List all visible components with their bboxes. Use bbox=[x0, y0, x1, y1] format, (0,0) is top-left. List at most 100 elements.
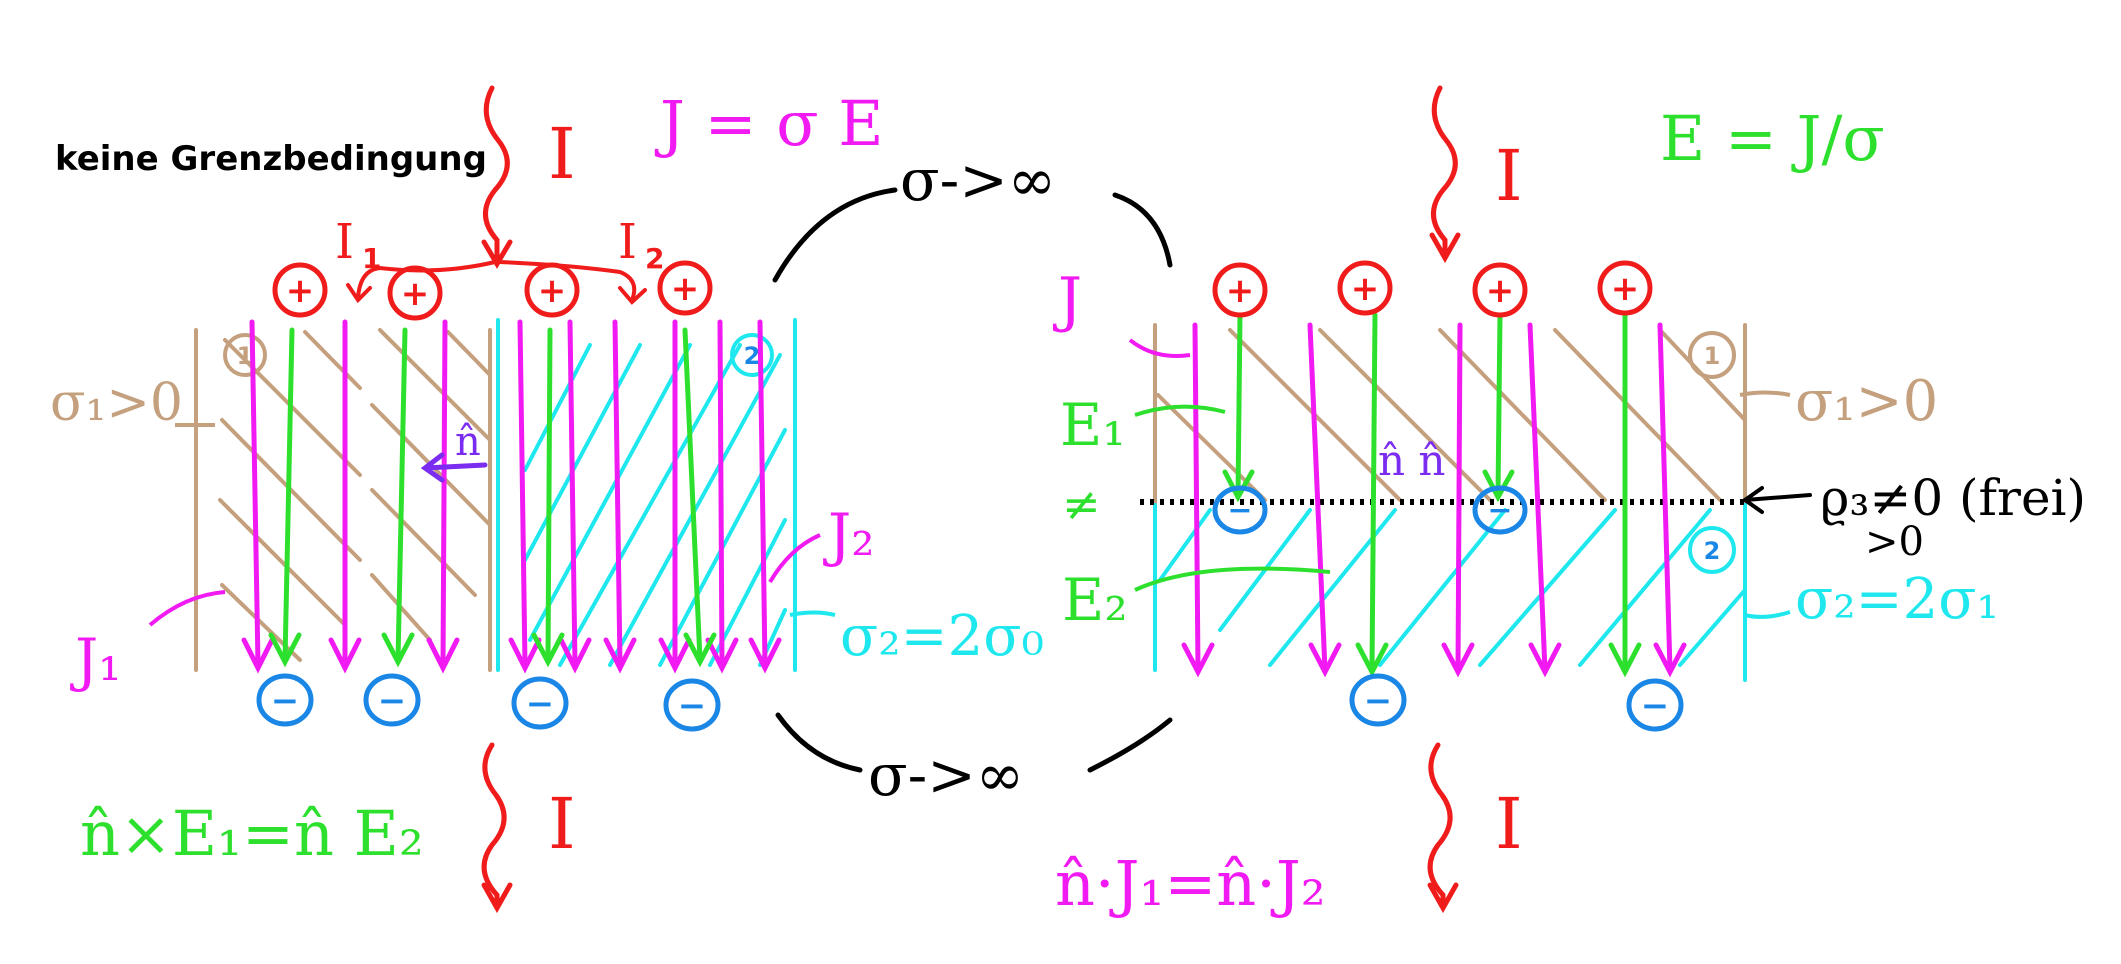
svg-text:+: + bbox=[1351, 269, 1380, 309]
svg-text:−: − bbox=[1227, 493, 1252, 528]
middle-connectors: σ->∞ σ->∞ bbox=[772, 146, 1173, 809]
svg-text:J: J bbox=[1052, 265, 1082, 335]
right-region1-marker: 1 bbox=[1688, 331, 1736, 379]
left-negative-charges: − − − − bbox=[256, 673, 721, 732]
right-sigma2-label: σ₂=2σ₁ bbox=[1795, 567, 1999, 632]
svg-text:−: − bbox=[378, 681, 407, 721]
right-negative-charges: − − bbox=[1349, 673, 1684, 732]
svg-text:I: I bbox=[548, 113, 576, 195]
right-interface-charges: − − bbox=[1212, 485, 1528, 535]
left-note: keine Grenzbedingung bbox=[55, 139, 487, 179]
svg-text:−: − bbox=[1641, 686, 1670, 726]
middle-sigma-top: σ->∞ bbox=[900, 146, 1056, 214]
svg-text:E₁: E₁ bbox=[1060, 391, 1126, 459]
minus-charge-icon: − bbox=[1349, 673, 1407, 727]
right-J-label: J bbox=[1052, 265, 1191, 358]
right-formula-E: E = J/σ bbox=[1660, 102, 1885, 175]
svg-text:2: 2 bbox=[744, 342, 761, 370]
right-rho-label: ϱ₃≠0 (frei) >0 bbox=[1741, 469, 2086, 565]
minus-charge-icon: − bbox=[256, 673, 314, 727]
left-diagram: 1 σ₁>0 2 σ₂=2σ₀ bbox=[50, 85, 1044, 914]
right-E1-label: E₁ bbox=[1060, 391, 1226, 459]
plus-charge-icon: + bbox=[272, 262, 328, 318]
left-J-field-lines bbox=[241, 319, 782, 674]
left-current-bottom: I bbox=[481, 742, 576, 914]
svg-text:2: 2 bbox=[1704, 537, 1721, 565]
svg-text:I: I bbox=[618, 214, 637, 270]
right-current-bottom: I bbox=[1427, 742, 1523, 914]
minus-charge-icon: − bbox=[1626, 678, 1684, 732]
svg-text:I: I bbox=[335, 214, 354, 270]
right-neq: ≠ bbox=[1062, 477, 1101, 531]
svg-text:1: 1 bbox=[362, 242, 381, 275]
right-E-field-lines bbox=[1222, 312, 1642, 678]
left-sigma2-label: σ₂=2σ₀ bbox=[840, 604, 1044, 669]
minus-charge-icon: − bbox=[511, 676, 569, 730]
svg-text:ϱ₃≠0 (frei): ϱ₃≠0 (frei) bbox=[1820, 469, 2086, 527]
svg-text:+: + bbox=[286, 271, 315, 311]
right-region2-marker: 2 bbox=[1688, 526, 1736, 574]
left-region1-marker: 1 bbox=[223, 333, 267, 377]
svg-text:n̂: n̂ bbox=[455, 419, 481, 465]
svg-text:1: 1 bbox=[237, 342, 254, 370]
svg-text:E₂: E₂ bbox=[1062, 566, 1128, 634]
left-split-label-1: I 1 bbox=[335, 214, 381, 275]
right-region2-hatching bbox=[1153, 503, 1747, 682]
left-J1-label: J₁ bbox=[70, 590, 226, 694]
plus-charge-icon: + bbox=[1597, 260, 1653, 316]
svg-text:−: − bbox=[526, 684, 555, 724]
left-normal-vector: n̂ bbox=[420, 419, 488, 483]
left-current-split bbox=[346, 260, 647, 305]
right-positive-charges: + + + + bbox=[1212, 260, 1653, 318]
right-E2-label: E₂ bbox=[1062, 566, 1331, 634]
minus-charge-icon: − bbox=[1472, 485, 1528, 535]
svg-text:+: + bbox=[1226, 271, 1255, 311]
left-J2-label: J₂ bbox=[768, 501, 875, 584]
minus-charge-icon: − bbox=[663, 678, 721, 732]
right-region1-hatching bbox=[1153, 323, 1747, 507]
svg-text:1: 1 bbox=[1704, 342, 1721, 370]
svg-text:−: − bbox=[1487, 493, 1512, 528]
left-E-field-lines bbox=[268, 327, 717, 668]
plus-charge-icon: + bbox=[1472, 262, 1528, 318]
right-boundary-formula: n̂·J₁=n̂·J₂ bbox=[1055, 847, 1326, 920]
left-sigma1-label: σ₁>0 bbox=[50, 373, 183, 433]
plus-charge-icon: + bbox=[524, 262, 580, 318]
left-positive-charges: + + + + bbox=[272, 260, 713, 321]
svg-text:J₁: J₁ bbox=[70, 626, 122, 694]
svg-text:I: I bbox=[548, 783, 576, 865]
svg-text:+: + bbox=[401, 274, 430, 314]
right-J-field-lines bbox=[1181, 322, 1687, 678]
right-diagram: 1 σ₁>0 2 σ₂=2σ₁ bbox=[1052, 85, 2086, 920]
left-split-label-2: I 2 bbox=[618, 214, 664, 275]
left-region2-marker: 2 bbox=[730, 333, 774, 377]
svg-text:I: I bbox=[1495, 783, 1523, 865]
plus-charge-icon: + bbox=[1337, 260, 1393, 316]
svg-text:2: 2 bbox=[645, 242, 664, 275]
svg-text:−: − bbox=[271, 681, 300, 721]
middle-sigma-bottom: σ->∞ bbox=[868, 741, 1024, 809]
svg-text:−: − bbox=[1364, 681, 1393, 721]
minus-charge-icon: − bbox=[363, 673, 421, 727]
left-current-top: I bbox=[481, 85, 576, 269]
svg-text:+: + bbox=[1486, 271, 1515, 311]
minus-charge-icon: − bbox=[1212, 485, 1268, 535]
svg-text:+: + bbox=[538, 271, 567, 311]
svg-text:J₂: J₂ bbox=[823, 501, 875, 569]
plus-charge-icon: + bbox=[387, 265, 443, 321]
plus-charge-icon: + bbox=[657, 260, 713, 316]
right-normal-labels: n̂ n̂ bbox=[1378, 436, 1445, 485]
svg-text:I: I bbox=[1495, 135, 1523, 217]
left-boundary-formula: n̂×E₁=n̂ E₂ bbox=[80, 797, 424, 870]
left-region2-hatching bbox=[496, 318, 797, 672]
svg-text:>0: >0 bbox=[1865, 519, 1924, 565]
left-formula-J: J = σ E bbox=[654, 87, 884, 160]
right-current-top: I bbox=[1429, 85, 1523, 264]
right-sigma1-label: σ₁>0 bbox=[1795, 369, 1938, 434]
svg-text:+: + bbox=[671, 269, 700, 309]
left-region1-hatching bbox=[194, 328, 492, 672]
svg-text:−: − bbox=[678, 686, 707, 726]
plus-charge-icon: + bbox=[1212, 262, 1268, 318]
svg-text:+: + bbox=[1611, 269, 1640, 309]
